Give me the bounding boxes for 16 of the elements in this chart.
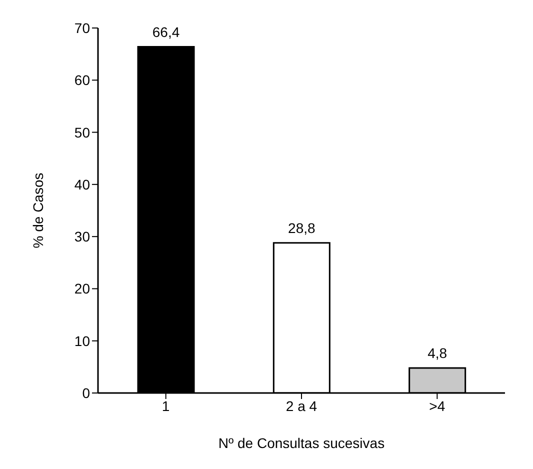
data-label: 4,8: [428, 344, 448, 361]
y-tick-label: 50: [74, 124, 90, 140]
x-tick-label: 1: [162, 398, 170, 414]
y-tick-label: 10: [74, 332, 90, 349]
y-tick-label: 0: [82, 384, 90, 401]
y-tick-label: 60: [74, 72, 90, 88]
x-tick-label: >4: [429, 398, 446, 414]
y-tick-label: 20: [74, 280, 90, 297]
data-label: 66,4: [152, 24, 180, 40]
data-label: 28,8: [288, 220, 316, 236]
x-tick-label: 2 a 4: [286, 398, 318, 414]
x-axis-title: Nº de Consultas sucesivas: [218, 435, 385, 451]
y-tick-label: 70: [74, 20, 90, 36]
y-tick-label: 40: [74, 176, 90, 192]
y-axis-title: % de Casos: [30, 172, 46, 248]
y-tick-label: 30: [74, 228, 90, 245]
